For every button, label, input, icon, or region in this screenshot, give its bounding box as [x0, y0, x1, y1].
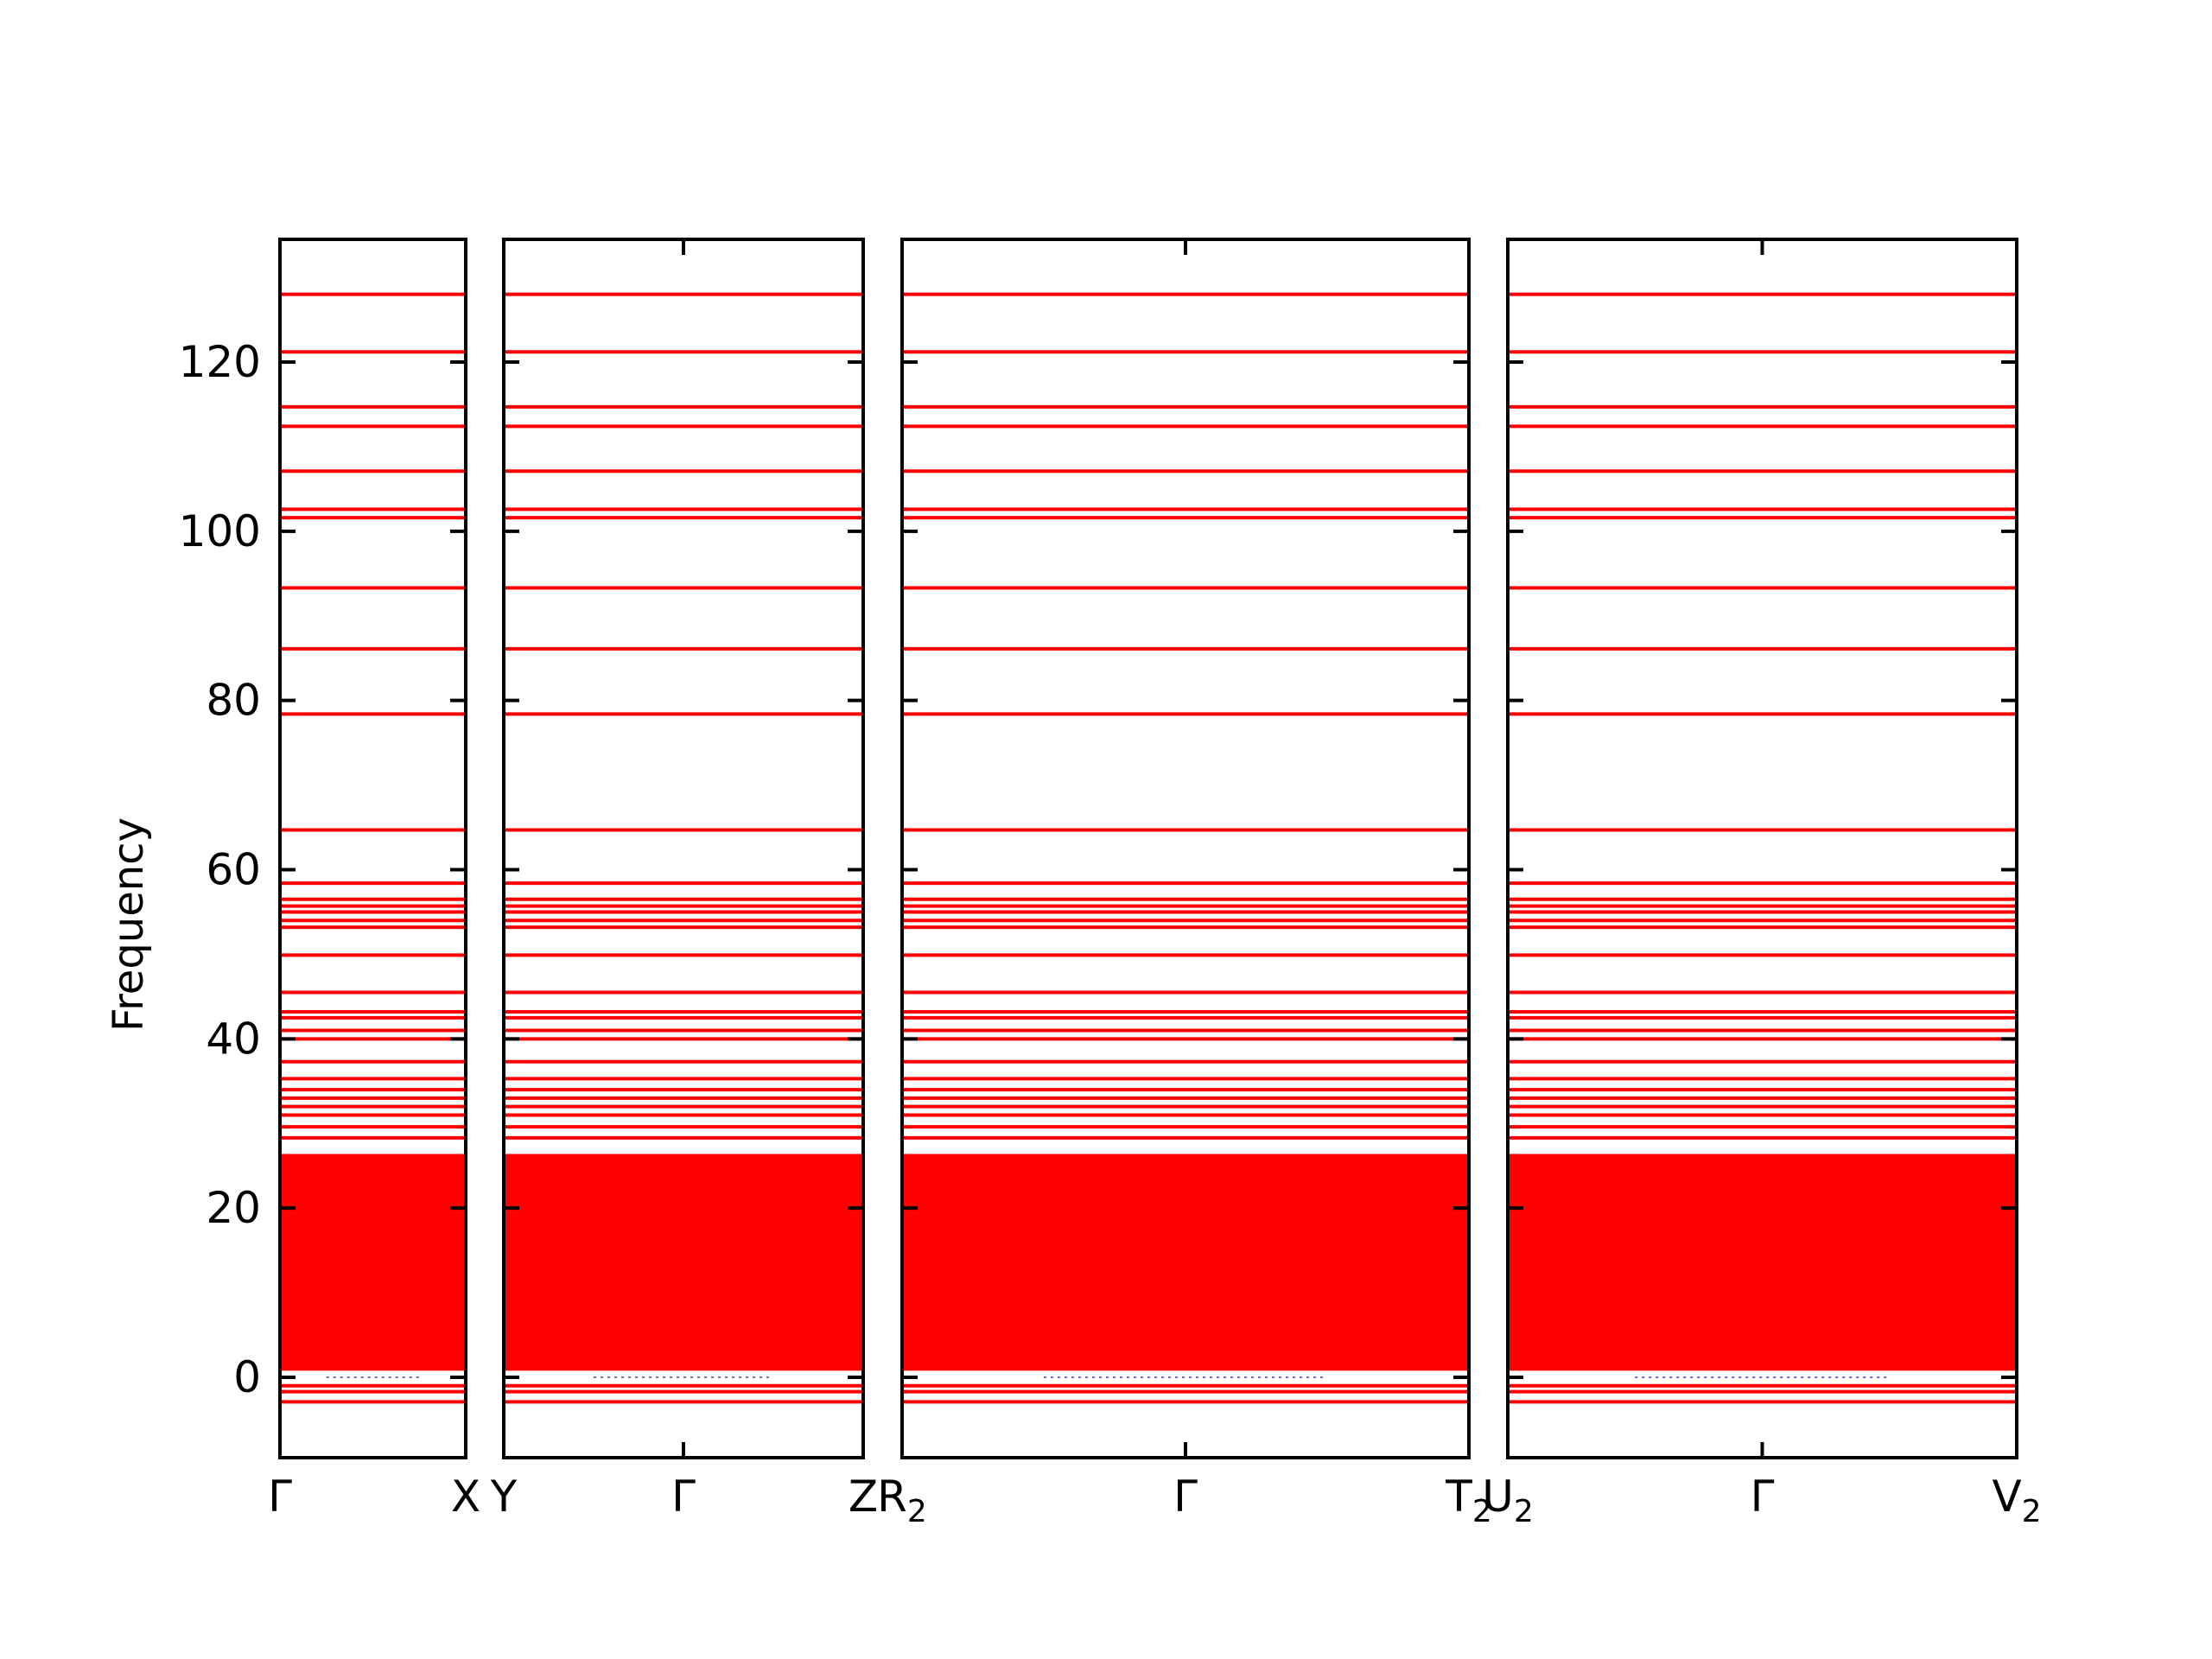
x-tick-label: Y — [490, 1471, 518, 1522]
x-tick-label: Γ — [671, 1471, 696, 1522]
y-tick-label: 120 — [179, 337, 261, 387]
x-tick-label: Γ — [268, 1471, 292, 1522]
y-tick-label: 0 — [233, 1352, 261, 1402]
panel-frame — [278, 238, 467, 1459]
dense-band-region — [902, 1154, 1469, 1371]
dense-band-region — [504, 1154, 863, 1371]
x-tick-label: Z — [849, 1471, 878, 1522]
dense-band-region — [280, 1154, 466, 1371]
panel-3: R2 Γ T2 — [877, 238, 1492, 1529]
x-tick-label: R2 — [877, 1471, 927, 1529]
x-tick-label: U2 — [1482, 1471, 1534, 1529]
y-tick-label: 40 — [206, 1014, 261, 1064]
y-axis: 0 20 40 60 80 100 120 — [179, 337, 261, 1402]
x-tick-label: Γ — [1751, 1471, 1775, 1522]
x-tick-label: V2 — [1992, 1471, 2041, 1529]
y-tick-label: 60 — [206, 844, 261, 894]
y-axis-label: Frequency — [105, 817, 153, 1032]
y-tick-label: 100 — [179, 506, 261, 556]
y-tick-label: 20 — [206, 1183, 261, 1233]
y-tick-label: 80 — [206, 676, 261, 726]
x-tick-label: T2 — [1445, 1471, 1491, 1529]
dense-band-region — [1508, 1154, 2017, 1371]
panel-4: U2 Γ V2 — [1482, 238, 2042, 1529]
x-tick-label: X — [451, 1471, 480, 1522]
x-tick-label: Γ — [1173, 1471, 1198, 1522]
